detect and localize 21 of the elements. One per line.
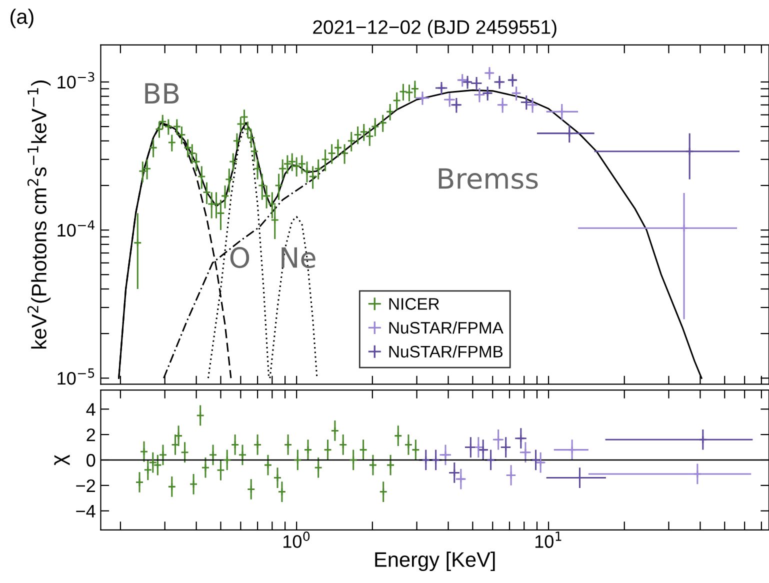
- y-tick-label: 10$^{−5}$: [58, 368, 94, 385]
- y-tick-label: 0: [86, 454, 96, 467]
- x-tick-label: 10$^{1}$: [535, 532, 562, 548]
- x-tick-label: 10$^{0}$: [284, 531, 310, 548]
- annotation: BB: [145, 83, 179, 104]
- legend-label: NuSTAR/FPMB: [389, 345, 503, 358]
- chart-title: 2021−12−02 (BJD 2459551): [313, 20, 556, 38]
- y-tick-label: −4: [76, 504, 96, 518]
- y-tick-label: −2: [76, 479, 95, 492]
- annotation: O: [230, 247, 250, 268]
- legend-label: NICER: [389, 298, 440, 310]
- y-tick-label: 2: [86, 428, 95, 442]
- legend-label: NuSTAR/FPMA: [389, 321, 504, 334]
- y-tick-label: 10$^{−4}$: [58, 220, 95, 237]
- text: keV$^{2}$(Photons cm$^{2}$s$^{−1}$keV$^{−1}$): [27, 80, 51, 349]
- y-tick-label: 10$^{−3}$: [58, 72, 94, 89]
- text: (a): [10, 8, 34, 28]
- x-axis-title: Energy [KeV]: [375, 552, 495, 572]
- y-tick-label: 4: [86, 403, 96, 416]
- annotation: Bremss: [438, 168, 538, 190]
- y-axis-title: χ: [54, 454, 70, 466]
